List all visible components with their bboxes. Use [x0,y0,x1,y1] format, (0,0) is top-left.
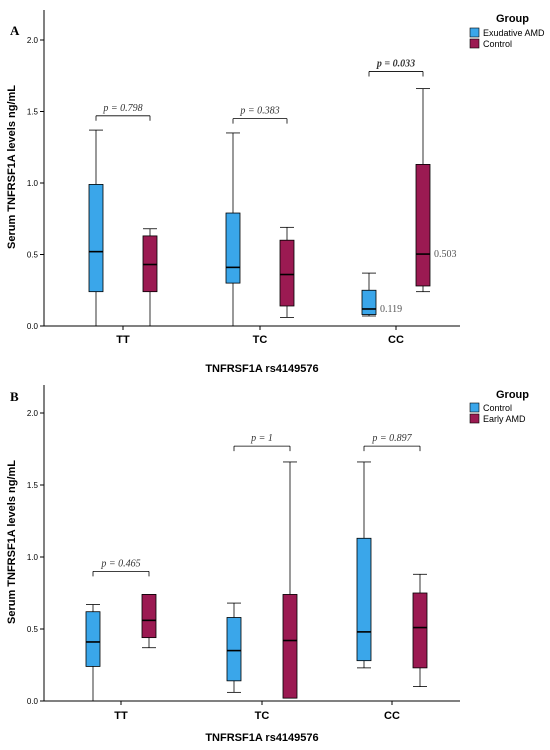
legend-label: Exudative AMD [483,28,545,38]
box-iqr [356,537,372,662]
significance-bracket: p = 0.465 [92,558,150,577]
legend-title: Group [496,13,529,25]
x-tick-label: TT [114,710,128,722]
box-iqr [141,594,157,639]
x-axis-label: TNFRSF1A rs4149576 [205,363,318,375]
box-control-tc [226,602,242,693]
y-tick-label: 0.5 [27,251,39,260]
p-value-label: p = 0.798 [102,103,142,114]
median-value-label: 0.503 [434,249,457,260]
y-tick-label: 2.0 [27,36,39,45]
x-tick-label: TC [253,334,268,346]
y-axis-label: Serum TNFRSF1A levels ng/mL [6,460,18,624]
x-tick-label: TC [255,710,270,722]
box-early-amd-cc [412,573,428,687]
legend-label: Early AMD [483,414,526,424]
box-iqr [279,239,295,307]
p-value-label: p = 0.465 [100,558,140,569]
legend-swatch [469,27,480,38]
significance-bracket: p = 0.897 [363,433,421,452]
significance-bracket: p = 0.033 [368,58,424,77]
panel-b: B 0.0 0.5 1.0 1.5 2.0 Serum TNFRSF1A levels ng… [6,385,529,744]
panel-a: A 0.0 0.5 1.0 1.5 2.0 Serum TNFRSF1A levels ng… [6,10,545,375]
y-tick-label: 1.5 [27,481,39,490]
significance-bracket: p = 0.798 [95,103,151,121]
p-value-label: p = 0.383 [239,106,279,117]
box-control-tt [142,228,158,327]
box-control-tc [279,226,295,318]
y-tick-label: 0.5 [27,625,39,634]
legend-label: Control [483,403,512,413]
box-iqr [85,611,101,667]
panel-label: B [10,389,19,404]
box-control-cc [356,461,372,669]
y-axis-label: Serum TNFRSF1A levels ng/mL [6,85,18,249]
significance-bracket: p = 1 [233,433,291,452]
legend-swatch [469,413,480,424]
box-iqr [88,184,104,293]
legend-swatch [469,38,480,49]
box-exudative-amd-cc [361,272,377,317]
x-tick-label: TT [116,334,130,346]
y-tick-label: 0.0 [27,697,39,706]
box-exudative-amd-tt [88,129,104,327]
p-value-label: p = 0.033 [376,58,415,69]
y-tick-label: 1.0 [27,179,39,188]
box-iqr [282,594,298,699]
box-iqr [412,592,428,669]
box-iqr [361,289,377,315]
box-iqr [226,617,242,682]
y-tick-label: 0.0 [27,322,39,331]
y-tick-label: 2.0 [27,409,39,418]
legend-label: Control [483,39,512,49]
panel-label: A [10,23,20,38]
box-control-cc [415,88,431,293]
significance-bracket: p = 0.383 [232,106,288,124]
x-axis-label: TNFRSF1A rs4149576 [205,732,318,744]
legend-swatch [469,402,480,413]
legend-title: Group [496,389,529,401]
x-tick-label: CC [388,334,404,346]
median-value-label: 0.119 [380,304,402,315]
box-early-amd-tc [282,461,298,699]
box-iqr [225,212,241,284]
y-tick-label: 1.0 [27,553,39,562]
x-tick-label: CC [384,710,400,722]
box-iqr [415,164,431,287]
box-control-tt [85,604,101,702]
p-value-label: p = 1 [250,433,273,444]
y-tick-label: 1.5 [27,108,39,117]
p-value-label: p = 0.897 [371,433,412,444]
box-exudative-amd-tc [225,132,241,327]
box-early-amd-tt [141,594,157,649]
